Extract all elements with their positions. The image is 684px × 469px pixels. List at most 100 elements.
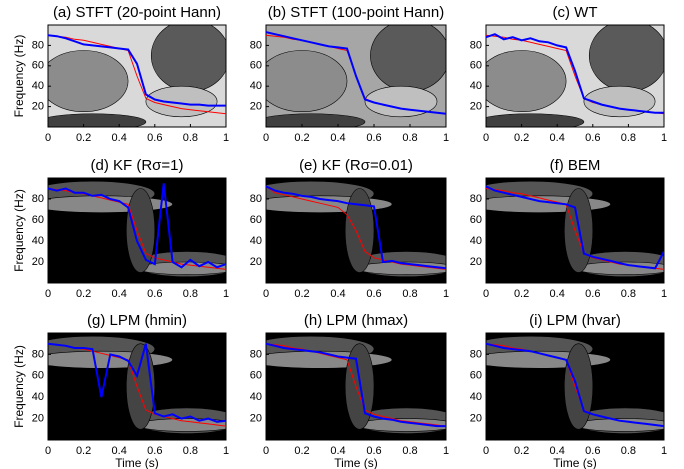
- y-tick-label: 80: [470, 193, 482, 205]
- x-tick-label: 0.4: [112, 132, 127, 144]
- x-tick-label: 0.2: [76, 288, 91, 300]
- plot-frame: [47, 177, 227, 284]
- x-tick-label: 1: [223, 288, 229, 300]
- contour-blob: [150, 25, 226, 92]
- x-tick-label: 0.8: [621, 445, 636, 457]
- y-tick-label: 40: [250, 391, 262, 403]
- contour-blob: [486, 50, 567, 112]
- x-tick-label: 0.4: [112, 288, 127, 300]
- series-line: [48, 34, 226, 107]
- series-line: [266, 185, 446, 270]
- contour-blob: [486, 113, 585, 127]
- x-tick-label: 0: [45, 445, 51, 457]
- series-line: [486, 33, 664, 114]
- contour-blob: [145, 85, 218, 118]
- y-tick-label: 40: [32, 235, 44, 247]
- x-tick-label: 0.4: [550, 132, 565, 144]
- x-tick-label: 0: [483, 288, 489, 300]
- x-tick-label: 0.6: [585, 445, 600, 457]
- x-tick-label: 0.2: [514, 288, 529, 300]
- panel-title: (b) STFT (100-point Hann): [268, 4, 444, 21]
- y-tick-label: 40: [470, 235, 482, 247]
- x-tick-label: 0.4: [112, 445, 127, 457]
- series-line: [266, 343, 446, 427]
- y-tick-label: 80: [470, 348, 482, 360]
- panel: 0 0.2 0.4 0.6 0.8 1 20 40 60 80 (h) LPM (hmax) Time…: [250, 312, 449, 469]
- y-tick-label: 20: [250, 413, 262, 425]
- panel-title: (e) KF (Rσ=0.01): [299, 157, 413, 174]
- panel-title: (g) LPM (hmin): [87, 312, 187, 329]
- x-tick-label: 0.6: [585, 288, 600, 300]
- y-tick-label: 40: [32, 391, 44, 403]
- y-tick-label: 20: [32, 101, 44, 113]
- series-line: [486, 342, 664, 428]
- x-tick-label: 0.8: [402, 132, 417, 144]
- y-tick-label: 60: [32, 370, 44, 382]
- series-line: [266, 342, 446, 428]
- y-tick-label: 20: [250, 256, 262, 268]
- plot-frame: [47, 332, 227, 441]
- y-tick-label: 80: [250, 193, 262, 205]
- x-tick-label: 0.6: [366, 445, 381, 457]
- contour-decoration: [266, 335, 446, 434]
- x-axis-label: Time (s): [115, 456, 159, 469]
- y-tick-label: 80: [32, 193, 44, 205]
- contour-decoration: [48, 25, 226, 127]
- x-tick-label: 1: [443, 132, 449, 144]
- x-tick-label: 0.8: [621, 132, 636, 144]
- panel-title: (f) BEM: [550, 157, 601, 174]
- y-tick-label: 20: [32, 256, 44, 268]
- y-tick-label: 40: [250, 80, 262, 92]
- x-axis-label: Time (s): [334, 456, 378, 469]
- x-axis-label: Time (s): [553, 456, 597, 469]
- series-line: [266, 185, 446, 270]
- panel: 0 0.2 0.4 0.6 0.8 1 20 40 60 80 (a) STFT (20-point…: [12, 4, 229, 144]
- panel: 0 0.2 0.4 0.6 0.8 1 20 40 60 80 (d) KF (Rσ=1) Frequ…: [12, 157, 229, 300]
- y-tick-label: 40: [470, 80, 482, 92]
- x-tick-label: 0.2: [76, 445, 91, 457]
- y-tick-label: 60: [250, 214, 262, 226]
- contour-blob: [344, 188, 375, 273]
- series-line: [266, 31, 446, 115]
- y-tick-label: 60: [32, 60, 44, 72]
- x-tick-label: 1: [661, 288, 667, 300]
- x-tick-label: 0.8: [402, 288, 417, 300]
- plot-frame: [265, 177, 447, 284]
- x-tick-label: 0.8: [183, 288, 198, 300]
- y-tick-label: 80: [32, 348, 44, 360]
- x-tick-label: 0.6: [147, 445, 162, 457]
- x-tick-label: 0: [45, 132, 51, 144]
- contour-blob: [48, 50, 129, 112]
- panel: 0 0.2 0.4 0.6 0.8 1 20 40 60 80 (e) KF (Rσ=0.01): [250, 157, 449, 300]
- y-tick-label: 20: [470, 413, 482, 425]
- y-axis-label: Frequency (Hz): [12, 345, 26, 428]
- series-line: [48, 183, 226, 269]
- x-tick-label: 0: [483, 132, 489, 144]
- y-tick-label: 20: [250, 101, 262, 113]
- x-tick-label: 0.2: [294, 288, 309, 300]
- plot-frame: [47, 24, 227, 128]
- panel: 0 0.2 0.4 0.6 0.8 1 20 40 60 80 (f) BEM: [470, 157, 667, 300]
- x-tick-label: 0.2: [294, 132, 309, 144]
- y-tick-label: 80: [470, 39, 482, 51]
- x-tick-label: 0: [263, 288, 269, 300]
- y-tick-label: 40: [32, 80, 44, 92]
- x-tick-label: 0.8: [183, 132, 198, 144]
- x-tick-label: 1: [223, 445, 229, 457]
- x-tick-label: 0.4: [550, 288, 565, 300]
- series-line: [486, 185, 664, 270]
- x-tick-label: 0.6: [366, 288, 381, 300]
- y-tick-label: 20: [32, 413, 44, 425]
- x-tick-label: 0.4: [330, 132, 345, 144]
- contour-blob: [364, 85, 438, 118]
- plot-frame: [265, 24, 447, 128]
- x-tick-label: 0.8: [402, 445, 417, 457]
- y-tick-label: 60: [250, 60, 262, 72]
- x-tick-label: 1: [443, 288, 449, 300]
- contour-decoration: [486, 25, 664, 127]
- contour-decoration: [266, 25, 446, 127]
- contour-blob: [126, 188, 156, 273]
- contour-blob: [564, 343, 594, 430]
- plot-frame: [485, 24, 665, 128]
- x-tick-label: 0: [263, 132, 269, 144]
